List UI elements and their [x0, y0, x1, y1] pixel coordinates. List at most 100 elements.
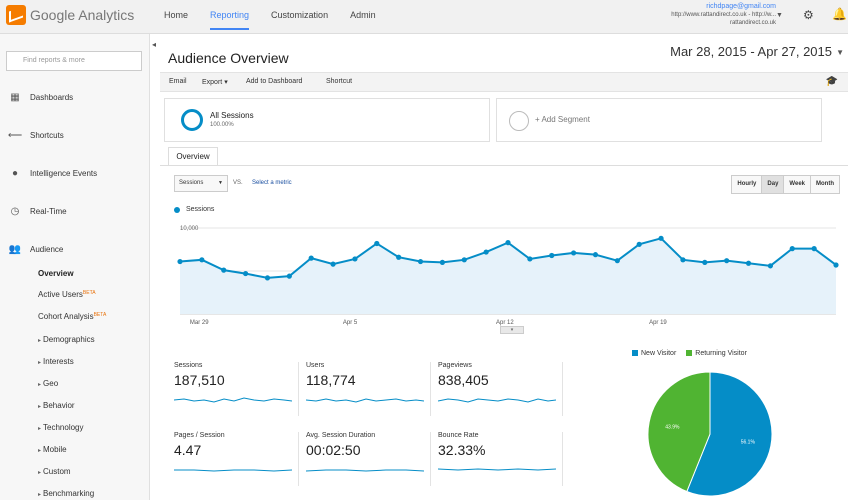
scorecard-divider: [430, 432, 431, 486]
sparkline: [306, 398, 424, 403]
data-point: [767, 263, 774, 269]
beta-badge: BETA: [82, 290, 96, 296]
tab-overview[interactable]: Overview: [168, 147, 218, 165]
sidebar-item-shortcuts[interactable]: ⟵ Shortcuts: [0, 125, 150, 145]
sidebar: ⚲ Find reports & more ▦ Dashboards ⟵ Sho…: [0, 34, 150, 500]
email-button[interactable]: Email: [169, 78, 187, 85]
select-metric-link[interactable]: Select a metric: [252, 180, 292, 186]
caret-down-icon: ▼: [218, 180, 223, 186]
scorecard-label: Users: [306, 362, 325, 369]
scorecard-divider: [298, 362, 299, 416]
scorecard-bounce-rate: Bounce Rate 32.33%: [438, 432, 560, 482]
sidebar-item-label: Shortcuts: [30, 130, 64, 140]
data-point: [745, 260, 752, 266]
beta-badge: BETA: [93, 312, 107, 318]
gear-icon[interactable]: ⚙: [803, 8, 814, 22]
bell-icon[interactable]: 🔔: [832, 7, 847, 21]
data-point: [614, 258, 620, 264]
sidebar-sub-overview[interactable]: Overview: [38, 269, 74, 278]
sidebar-item-intelligence[interactable]: ● Intelligence Events: [0, 163, 150, 183]
education-hat-icon[interactable]: 🎓: [825, 76, 838, 87]
active-users-label: Active Users: [38, 290, 83, 299]
search-input[interactable]: Find reports & more: [6, 51, 142, 71]
sidebar-sub-mobile[interactable]: ▸ Mobile: [38, 445, 67, 454]
empty-segment-ring-icon: [509, 111, 529, 131]
google-analytics-logo[interactable]: Google Analytics: [6, 5, 134, 25]
main-content: Audience Overview Mar 28, 2015 - Apr 27,…: [160, 34, 848, 500]
sidebar-sub-cohort[interactable]: Cohort AnalysisBETA: [38, 312, 106, 321]
bulb-icon: ●: [11, 167, 19, 179]
add-segment-box[interactable]: + Add Segment: [496, 98, 822, 142]
sidebar-sub-benchmarking[interactable]: ▸ Benchmarking: [38, 489, 94, 498]
vs-label: VS.: [233, 180, 243, 186]
week-button[interactable]: Week: [783, 176, 810, 193]
group-label: Demographics: [43, 335, 95, 344]
data-point: [724, 258, 730, 264]
chevron-down-icon[interactable]: ▼: [836, 48, 844, 57]
segment-all-sessions[interactable]: All Sessions 100.00%: [164, 98, 490, 142]
scorecard-value: 838,405: [438, 372, 489, 388]
data-point: [221, 267, 227, 273]
data-point: [483, 249, 489, 255]
sidebar-item-label: Audience: [30, 244, 64, 254]
shortcut-button[interactable]: Shortcut: [326, 78, 353, 85]
account-url: http://www.rattandirect.co.uk - http://w…: [671, 12, 776, 18]
collapse-sidebar-icon[interactable]: ◂: [152, 40, 157, 49]
sidebar-sub-interests[interactable]: ▸ Interests: [38, 357, 74, 366]
pie-slice-new-visitor[interactable]: [686, 371, 773, 497]
data-point: [811, 246, 817, 252]
scorecard-label: Pages / Session: [174, 432, 225, 439]
export-label: Export: [202, 79, 223, 86]
date-range-picker[interactable]: Mar 28, 2015 - Apr 27, 2015: [670, 44, 832, 59]
triangle-right-icon: ▸: [38, 426, 42, 432]
report-toolbar: Email Export ▾ Add to Dashboard Shortcut…: [160, 72, 848, 92]
chart-expand-handle[interactable]: ▾: [500, 326, 524, 334]
sessions-area: [180, 238, 836, 314]
legend-dot-icon: [174, 206, 180, 213]
nav-customization[interactable]: Customization: [271, 10, 329, 20]
sidebar-item-realtime[interactable]: ◷ Real-Time: [0, 201, 150, 221]
page-title: Audience Overview: [168, 50, 289, 66]
month-button[interactable]: Month: [810, 176, 839, 193]
sidebar-sub-demographics[interactable]: ▸ Demographics: [38, 335, 95, 344]
sidebar-sub-behavior[interactable]: ▸ Behavior: [38, 401, 75, 410]
tab-divider: [160, 165, 848, 166]
data-point: [286, 273, 292, 279]
x-tick-label: Apr 19: [649, 320, 667, 326]
scorecard-value: 187,510: [174, 372, 225, 388]
data-point: [571, 250, 577, 256]
add-to-dashboard-button[interactable]: Add to Dashboard: [246, 78, 303, 85]
sidebar-item-dashboards[interactable]: ▦ Dashboards: [0, 87, 150, 107]
legend-returning-visitor[interactable]: Returning Visitor: [686, 350, 747, 357]
group-label: Mobile: [43, 445, 67, 454]
account-caret-icon[interactable]: ▼: [776, 12, 783, 19]
data-point: [177, 258, 183, 265]
day-button[interactable]: Day: [761, 176, 784, 193]
hourly-button[interactable]: Hourly: [732, 176, 762, 193]
swatch-icon: [632, 350, 638, 357]
sidebar-sub-custom[interactable]: ▸ Custom: [38, 467, 71, 476]
data-point: [461, 257, 467, 263]
triangle-right-icon: ▸: [38, 470, 42, 476]
scorecard-avg-session-duration: Avg. Session Duration 00:02:50: [306, 432, 428, 482]
segment-percentage: 100.00%: [210, 122, 234, 128]
add-segment-label: + Add Segment: [535, 115, 590, 124]
nav-admin[interactable]: Admin: [350, 10, 376, 20]
grid-icon: ▦: [10, 91, 20, 103]
pie-slice-returning-visitor[interactable]: [647, 371, 711, 493]
scorecard-divider: [430, 362, 431, 416]
nav-home[interactable]: Home: [164, 10, 189, 20]
legend-label: Returning Visitor: [695, 350, 747, 357]
metric-select[interactable]: Sessions ▼: [174, 175, 228, 192]
segment-ring-icon: [181, 109, 203, 131]
legend-new-visitor[interactable]: New Visitor: [632, 350, 676, 357]
export-button[interactable]: Export ▾: [202, 78, 228, 86]
sidebar-sub-geo[interactable]: ▸ Geo: [38, 379, 58, 388]
nav-reporting[interactable]: Reporting: [210, 10, 250, 30]
sidebar-sub-active-users[interactable]: Active UsersBETA: [38, 290, 96, 299]
account-selector[interactable]: richdpage@gmail.com http://www.rattandir…: [671, 3, 776, 27]
sidebar-sub-technology[interactable]: ▸ Technology: [38, 423, 84, 432]
sidebar-item-audience[interactable]: 👥 Audience: [0, 239, 150, 259]
data-point: [417, 258, 424, 265]
data-point: [352, 256, 358, 262]
